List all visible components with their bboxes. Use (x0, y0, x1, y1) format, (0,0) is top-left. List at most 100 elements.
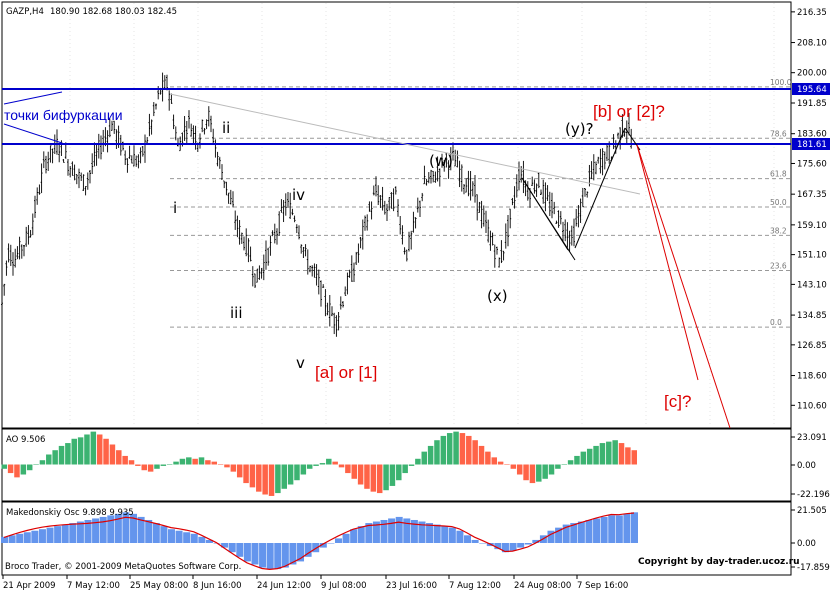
label-c: [c]? (664, 392, 691, 411)
label-b-or-2: [b] or [2]? (593, 102, 665, 121)
osc-bar (350, 529, 358, 543)
osc-bar (175, 530, 183, 543)
osc-bar (99, 516, 107, 543)
osc-bar (448, 527, 456, 543)
osc-bar (319, 543, 327, 548)
time-axis-label: 24 Jun 12:00 (257, 581, 311, 591)
ao-bar (364, 464, 370, 489)
ao-axis: 23.091 0.00 -22.196 (791, 433, 830, 500)
osc-bar (130, 513, 138, 543)
ao-bar (542, 464, 548, 479)
ao-bar (485, 451, 491, 465)
ao-bar (567, 460, 574, 465)
ao-bar (287, 464, 294, 485)
time-axis-label: 25 May 08:00 (130, 581, 188, 591)
ao-axis-label: 23.091 (797, 433, 827, 443)
ao-bar (147, 464, 154, 472)
osc-bar (426, 523, 434, 543)
osc-bar (615, 515, 623, 543)
ao-bar (65, 443, 71, 465)
price-axis-label: 126.85 (797, 341, 827, 351)
ao-bar (357, 464, 364, 485)
price-axis-label: 151.10 (797, 251, 827, 261)
osc-bar (259, 543, 267, 568)
osc-bar (1, 536, 8, 543)
ao-bar (230, 464, 237, 472)
osc-bar (221, 543, 229, 548)
ao-bar (77, 437, 84, 465)
ao-bar (39, 460, 46, 465)
price-axis-label: 159.10 (797, 221, 827, 231)
projection-line-1[interactable] (636, 144, 699, 381)
channel-line-lower[interactable] (521, 177, 569, 251)
ao-bar (224, 464, 230, 468)
osc-bar (410, 519, 418, 543)
ao-bar (555, 464, 561, 469)
osc-bar (46, 527, 54, 543)
osc-bar (471, 539, 479, 543)
ao-bar (84, 434, 90, 465)
osc-bar (54, 526, 62, 543)
osc-bar (441, 526, 449, 543)
osc-bar (456, 530, 464, 543)
osc-bar (403, 518, 411, 543)
ao-bar (529, 464, 536, 484)
ao-bar (205, 460, 211, 465)
osc-bar (198, 536, 206, 543)
ao-histogram (1, 431, 637, 496)
time-axis-label: 7 Aug 12:00 (449, 581, 501, 591)
ao-bar (256, 464, 262, 492)
osc-bar (342, 533, 350, 543)
projection-line-2[interactable] (636, 144, 731, 429)
wedge-line-lower[interactable] (574, 127, 626, 249)
price-axis-label: 118.60 (797, 372, 827, 382)
osc-bar (16, 533, 24, 543)
osc-bar (183, 532, 191, 543)
ao-bar (90, 431, 97, 465)
price-axis-label: 110.60 (797, 401, 827, 411)
ao-bar (421, 451, 427, 465)
osc-bar (251, 543, 259, 565)
osc-bar (281, 543, 289, 568)
osc-bar (524, 543, 532, 545)
ao-bar (186, 457, 192, 465)
fib-level-label: 0.0 (770, 318, 782, 327)
ao-bar (275, 464, 281, 494)
osc-bar (92, 518, 100, 543)
ao-title: AO 9.506 (6, 435, 45, 445)
osc-bar (167, 529, 175, 543)
ao-bar (103, 438, 109, 465)
ao-bar (504, 464, 510, 465)
ao-bar (173, 461, 179, 465)
osc-bar (600, 516, 608, 543)
osc-bar (23, 532, 31, 543)
osc-bar (61, 524, 69, 543)
osc-axis-label: -17.859 (797, 563, 830, 573)
ao-bar (446, 433, 453, 465)
ao-bar (593, 445, 599, 465)
osc-bar (494, 543, 502, 550)
osc-bar (122, 512, 130, 543)
ao-bar (396, 464, 402, 481)
osc-axis: 21.505 0.00 -17.859 (791, 506, 830, 573)
osc-bar (274, 543, 282, 570)
osc-title: Makedonskiy Osc 9.898 9.935 (6, 508, 134, 518)
trend-line[interactable] (169, 93, 641, 195)
osc-bar (297, 543, 305, 562)
ao-bar (128, 460, 135, 465)
price-axis-label: 134.85 (797, 311, 827, 321)
osc-bar (160, 526, 168, 543)
ao-bar (249, 464, 256, 488)
fib-level-label: 61.8 (770, 170, 787, 179)
ao-bar (478, 445, 485, 465)
ao-bar (71, 438, 77, 465)
price-axis-label: 200.00 (797, 69, 827, 79)
ao-bar (389, 464, 396, 486)
osc-bar (547, 530, 555, 543)
ao-bar (440, 435, 447, 465)
osc-signal-line (3, 512, 635, 571)
ao-bar (434, 440, 440, 465)
price-panel (1, 1, 792, 429)
ao-bar (415, 458, 421, 465)
label-a-or-1: [a] or [1] (315, 363, 377, 382)
